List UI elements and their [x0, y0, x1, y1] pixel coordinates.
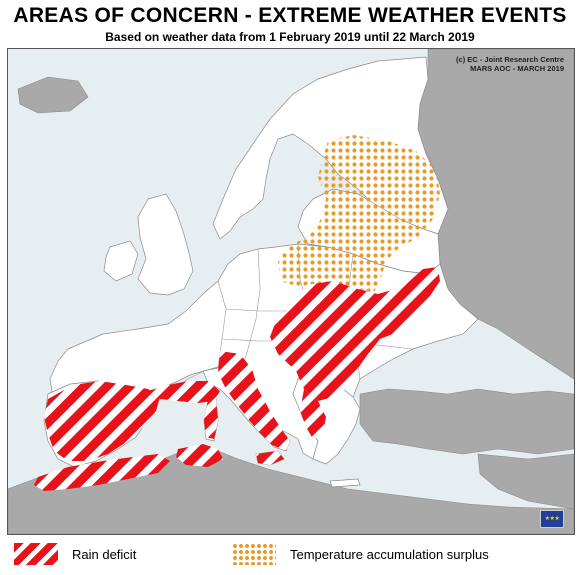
temperature-surplus-swatch [232, 543, 276, 565]
eu-flag-icon: ★★★ [540, 510, 564, 528]
map-title: AREAS OF CONCERN - EXTREME WEATHER EVENT… [13, 4, 567, 27]
rain-deficit-iberia [44, 381, 160, 461]
rain-deficit-sardinia [204, 399, 218, 439]
legend-item-temperature-surplus: Temperature accumulation surplus [232, 543, 489, 565]
copyright-credit: (c) EC - Joint Research Centre [456, 55, 564, 64]
land-uk [137, 193, 194, 296]
temperature-surplus-area [278, 135, 440, 301]
rain-deficit-swatch [14, 543, 58, 565]
map-area [7, 48, 575, 535]
rain-deficit-sicily [256, 451, 284, 465]
rain-deficit-north-africa [34, 454, 170, 491]
map-subtitle: Based on weather data from 1 February 20… [105, 30, 475, 44]
land-iceland [17, 76, 89, 114]
report-credit: MARS AOC - MARCH 2019 [470, 64, 564, 73]
rain-deficit-algeria-tunisia [176, 444, 223, 467]
land-ireland [103, 240, 139, 282]
rain-deficit-france-south [148, 381, 220, 403]
rain-deficit-east-europe [270, 267, 440, 401]
rain-deficit-italy [218, 351, 290, 451]
land-crete [329, 478, 361, 488]
legend-label-temperature-surplus: Temperature accumulation surplus [290, 546, 489, 562]
rain-deficit-balkans [300, 389, 326, 439]
map-canvas [8, 49, 574, 534]
land-middle-east [477, 453, 574, 510]
land-turkey [359, 388, 574, 455]
legend-label-rain-deficit: Rain deficit [72, 546, 137, 562]
legend-item-rain-deficit: Rain deficit [14, 543, 136, 565]
